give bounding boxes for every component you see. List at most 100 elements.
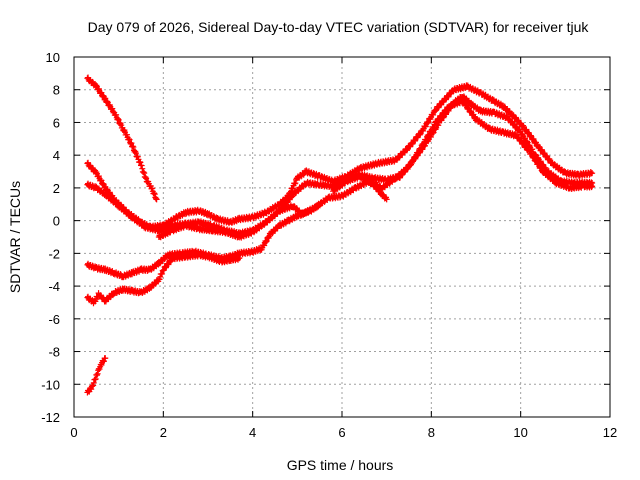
data-point [137, 159, 144, 166]
y-tick-label: -12 [41, 410, 60, 425]
data-point [113, 111, 120, 118]
data-point [524, 138, 531, 145]
data-point [426, 115, 433, 122]
data-point [506, 108, 513, 115]
data-point [88, 386, 95, 393]
y-axis-label: SDTVAR / TECUs [7, 181, 23, 293]
data-point [94, 370, 101, 377]
data-point [143, 175, 150, 182]
series-track-7 [84, 355, 109, 396]
data-point [587, 169, 594, 176]
data-point [261, 242, 268, 249]
data-points [84, 74, 596, 396]
data-point [115, 115, 122, 122]
x-tick-label: 12 [603, 425, 617, 440]
data-point [151, 190, 158, 197]
data-point [157, 273, 164, 280]
data-point [292, 180, 299, 187]
data-point [430, 124, 437, 131]
data-point [422, 123, 429, 130]
y-tick-label: 0 [53, 214, 60, 229]
data-point [515, 134, 522, 141]
axis-tick-labels: 0 2 4 6 8 10 12 -12 -10 -8 -6 -4 -2 0 2 4 6 8 10 [41, 50, 617, 440]
data-point [123, 131, 130, 138]
data-point [426, 131, 433, 138]
data-point [417, 146, 424, 153]
data-point [152, 195, 159, 202]
y-tick-label: -10 [41, 377, 60, 392]
grid-lines [74, 57, 610, 417]
data-point [93, 372, 100, 379]
data-point [128, 140, 135, 147]
data-point [132, 150, 139, 157]
data-point [106, 102, 113, 109]
data-point [589, 170, 596, 177]
data-point [411, 137, 418, 144]
data-point [115, 116, 122, 123]
data-point [109, 105, 116, 112]
data-point [92, 376, 99, 383]
y-tick-label: 8 [53, 83, 60, 98]
data-point [291, 180, 298, 187]
data-point [263, 238, 270, 245]
data-point [104, 98, 111, 105]
data-point [98, 177, 105, 184]
series-track-5 [84, 201, 323, 281]
x-tick-label: 6 [338, 425, 345, 440]
data-point [545, 156, 552, 163]
y-tick-label: -8 [48, 345, 60, 360]
data-point [538, 164, 545, 171]
x-tick-label: 10 [513, 425, 527, 440]
series-track-8 [330, 172, 390, 203]
data-point [102, 95, 109, 102]
y-tick-label: 6 [53, 115, 60, 130]
series-track-6 [84, 251, 243, 307]
data-point [430, 111, 437, 118]
data-point [100, 358, 107, 365]
data-point [589, 183, 596, 190]
y-tick-label: -6 [48, 312, 60, 327]
y-tick-label: -4 [48, 279, 60, 294]
data-point [130, 144, 137, 151]
data-point [408, 161, 415, 168]
data-point [92, 83, 99, 90]
data-point [159, 270, 166, 277]
series-track-3 [84, 93, 596, 238]
data-point [415, 149, 422, 156]
data-point [289, 185, 296, 192]
data-point [90, 379, 97, 386]
y-tick-label: 10 [46, 50, 60, 65]
data-point [409, 140, 416, 147]
y-tick-label: 2 [53, 181, 60, 196]
data-point [423, 136, 430, 143]
data-point [236, 255, 243, 262]
data-point [138, 162, 145, 169]
data-point [517, 138, 524, 145]
data-point [588, 184, 595, 191]
x-axis-label: GPS time / hours [287, 457, 394, 473]
data-point [129, 143, 136, 150]
series-track-1 [84, 74, 160, 203]
data-point [125, 135, 132, 142]
data-point [418, 145, 425, 152]
data-point [536, 143, 543, 150]
data-point [90, 382, 97, 389]
y-tick-label: 4 [53, 148, 60, 163]
data-point [118, 122, 125, 129]
data-point [102, 355, 109, 362]
data-point [142, 174, 149, 181]
data-point [522, 135, 529, 142]
x-tick-label: 4 [249, 425, 256, 440]
data-point [417, 130, 424, 137]
data-point [141, 170, 148, 177]
data-point [416, 131, 423, 138]
data-point [139, 165, 146, 172]
data-point [151, 191, 158, 198]
axis-ticks [73, 56, 611, 418]
data-point [140, 169, 147, 176]
data-point [116, 120, 123, 127]
data-point [134, 153, 141, 160]
series-track-2 [84, 82, 596, 232]
data-point [383, 196, 390, 203]
